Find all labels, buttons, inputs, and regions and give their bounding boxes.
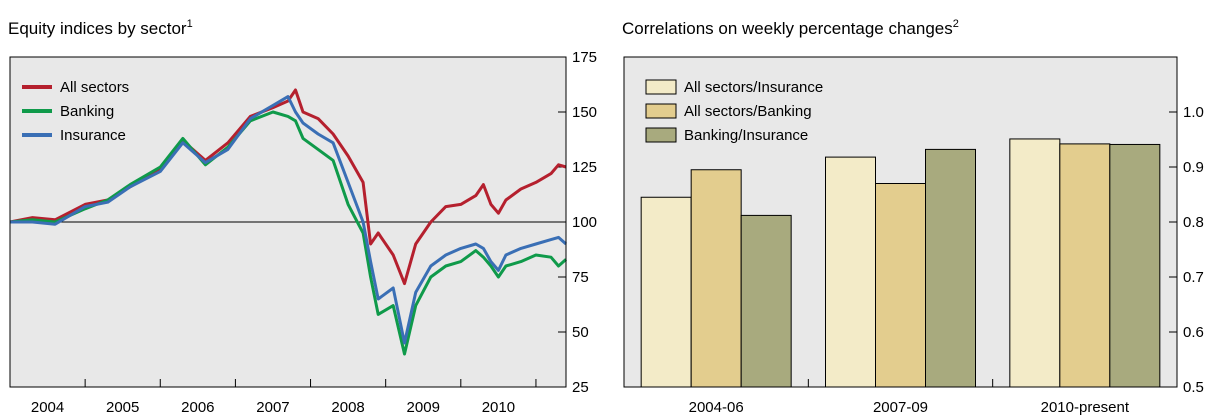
y-tick-label: 50 [572,324,589,341]
x-tick-label: 2006 [181,399,214,416]
bar [740,214,792,388]
legend-label: All sectors [60,79,129,96]
x-tick-label: 2010 [482,399,515,416]
bar [925,148,976,388]
y-tick-label: 1.0 [1183,104,1204,121]
legend-label: Banking/Insurance [684,127,808,144]
legend-swatch [645,79,677,95]
y-tick-label: 150 [572,104,597,121]
series-line [9,110,567,356]
chart-title: Correlations on weekly percentage change… [622,18,959,38]
x-tick-label: 2004 [31,399,64,416]
legend-swatch [645,103,677,119]
legend-label: Banking [60,103,114,120]
x-tick-label: 2005 [106,399,139,416]
x-tick-label: 2004-06 [689,399,744,416]
bar [1059,143,1111,388]
x-tick-label: 2007 [256,399,289,416]
x-tick-label: 2009 [407,399,440,416]
bar [1109,143,1161,388]
legend-swatch [645,127,677,143]
title-text: Equity indices by sector [8,19,187,38]
chart-title: Equity indices by sector1 [8,18,193,38]
title-note: 1 [187,18,193,30]
series-line [10,95,567,345]
plot-border [623,56,1178,388]
bar [825,156,876,388]
y-tick-label: 0.6 [1183,324,1204,341]
y-tick-label: 0.5 [1183,379,1204,396]
bar [640,196,692,388]
title-text: Correlations on weekly percentage change… [622,19,953,38]
bar [690,169,742,388]
y-tick-label: 0.9 [1183,159,1204,176]
y-tick-label: 100 [572,214,597,231]
y-tick-label: 75 [572,269,589,286]
legend-label: All sectors/Banking [684,103,812,120]
x-tick-label: 2007-09 [873,399,928,416]
y-tick-label: 25 [572,379,589,396]
y-tick-label: 175 [572,49,597,66]
plot-border [9,56,567,388]
x-tick-label: 2008 [331,399,364,416]
y-tick-label: 125 [572,159,597,176]
x-tick-label: 2010-present [1041,399,1130,416]
legend-label: Insurance [60,127,126,144]
y-tick-label: 0.7 [1183,269,1204,286]
legend-label: All sectors/Insurance [684,79,823,96]
title-note: 2 [953,18,959,30]
y-tick-label: 0.8 [1183,214,1204,231]
bar [1009,138,1061,388]
bar [875,183,926,388]
